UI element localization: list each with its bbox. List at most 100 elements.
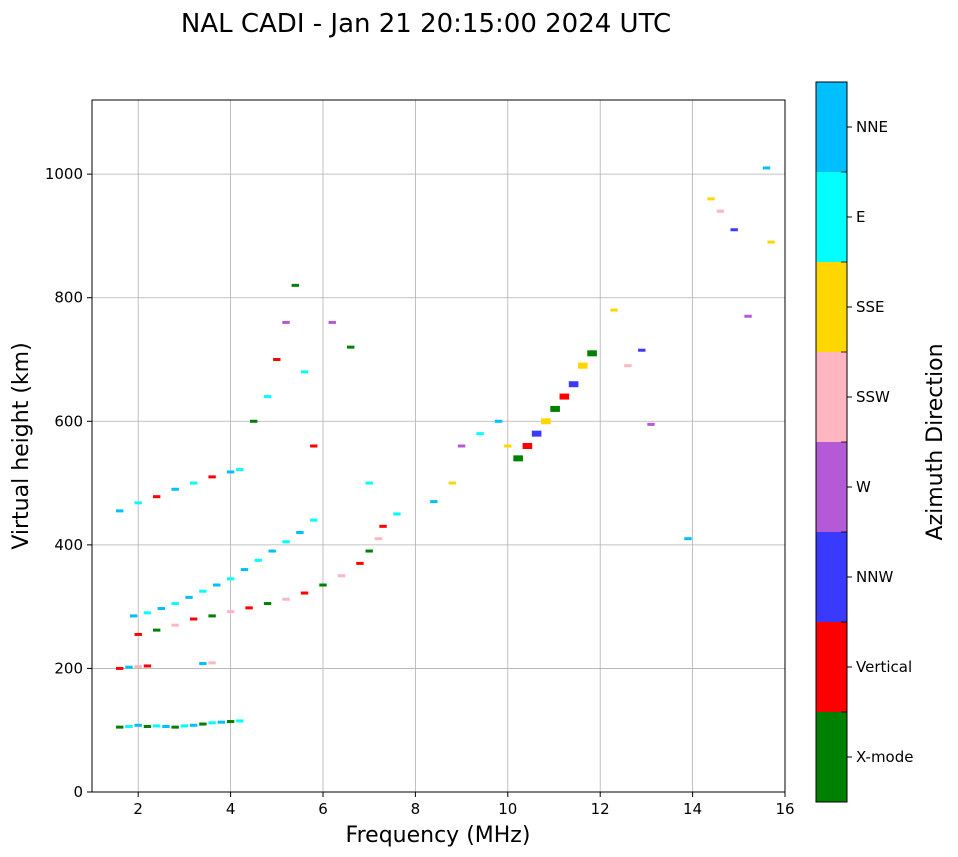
echo-point: [134, 501, 142, 505]
y-tick-label: 200: [54, 659, 83, 677]
echo-point: [365, 481, 373, 485]
echo-point: [365, 549, 373, 553]
echo-point: [143, 725, 152, 729]
colorbar-tick-label: NNW: [856, 568, 893, 586]
echo-point: [296, 531, 304, 534]
colorbar-segment: [816, 262, 847, 352]
echo-point: [199, 589, 207, 593]
echo-point: [236, 467, 244, 471]
colorbar-segment: [816, 352, 847, 442]
echo-point: [134, 632, 142, 636]
echo-point: [263, 602, 272, 606]
echo-point: [337, 574, 346, 578]
echo-point: [744, 314, 752, 318]
colorbar-tick-label: X-mode: [856, 748, 913, 766]
echo-point: [393, 512, 401, 516]
y-tick-label: 800: [54, 289, 83, 307]
echo-point: [273, 358, 281, 361]
echo-point: [116, 666, 124, 670]
plot-frame: [91, 99, 786, 793]
echo-point: [157, 606, 165, 610]
echo-point: [310, 518, 318, 522]
echo-point: [208, 614, 216, 618]
colorbar-segment: [816, 82, 847, 172]
echo-point: [134, 665, 142, 669]
echo-point: [245, 606, 253, 610]
chart-title: NAL CADI - Jan 21 20:15:00 2024 UTC: [181, 9, 671, 39]
echo-point: [208, 721, 216, 725]
echo-point: [494, 419, 503, 423]
colorbar-frame: [815, 81, 848, 803]
echo-point: [762, 166, 771, 170]
echo-point: [430, 500, 438, 504]
echo-point: [152, 724, 161, 728]
echo-point: [730, 228, 738, 232]
x-tick-label: 16: [775, 800, 794, 818]
echo-point: [310, 444, 318, 448]
x-tick-label: 14: [683, 800, 702, 818]
x-tick-label: 6: [318, 800, 328, 818]
colorbar-segment: [816, 172, 847, 262]
echo-point: [379, 524, 387, 528]
echo-point: [152, 495, 161, 499]
echo-point: [587, 350, 597, 357]
echo-point: [448, 481, 457, 485]
echo-point: [208, 661, 216, 665]
plot-background: [92, 100, 785, 792]
echo-point: [152, 628, 161, 632]
echo-point: [199, 722, 207, 726]
echo-point: [143, 611, 152, 615]
echo-point: [716, 209, 725, 213]
echo-point: [522, 443, 533, 449]
echo-point: [282, 540, 290, 544]
echo-point: [208, 475, 216, 479]
echo-point: [638, 348, 646, 352]
echo-point: [226, 610, 235, 614]
y-tick-label: 600: [54, 412, 83, 430]
echo-point: [374, 537, 383, 541]
echo-point: [143, 664, 152, 668]
colorbar-tick-label: W: [856, 478, 871, 496]
echo-point: [282, 320, 290, 324]
echo-point: [291, 283, 299, 287]
colorbar: X-mode Vertical NNW W SSW SSE E NNE: [815, 81, 913, 803]
echo-point: [268, 549, 276, 553]
echo-point: [171, 623, 179, 627]
colorbar-segment: [816, 442, 847, 532]
echo-point: [236, 719, 244, 723]
echo-point: [541, 418, 551, 425]
echo-point: [217, 720, 226, 724]
echo-point: [125, 725, 133, 729]
echo-point: [116, 725, 124, 729]
colorbar-segment: [816, 622, 847, 712]
echo-point: [171, 487, 179, 491]
echo-point: [185, 595, 193, 599]
echo-point: [171, 602, 179, 606]
echo-point: [263, 395, 272, 399]
echo-point: [328, 320, 336, 324]
echo-point: [707, 197, 715, 201]
x-tick-label: 2: [133, 800, 143, 818]
echo-point: [647, 422, 655, 426]
echo-point: [189, 723, 198, 727]
echo-point: [162, 725, 170, 729]
colorbar-tick-label: NNE: [856, 118, 888, 136]
echo-point: [624, 364, 632, 368]
y-tick-label: 1000: [45, 165, 83, 183]
echo-point: [504, 444, 512, 448]
x-tick-label: 10: [498, 800, 517, 818]
echo-point: [550, 405, 560, 412]
y-axis-label: Virtual height (km): [9, 342, 34, 549]
echo-point: [180, 724, 189, 728]
colorbar-tick-label: SSW: [856, 388, 890, 406]
echo-point: [684, 537, 692, 541]
echo-point: [129, 614, 138, 618]
echo-point: [240, 568, 249, 572]
echo-point: [457, 444, 466, 448]
echo-point: [125, 665, 133, 669]
y-tick-label: 400: [54, 536, 83, 554]
x-axis: 2 4 6 8 10 12 14 16: [133, 792, 795, 818]
echo-point: [319, 583, 327, 587]
colorbar-tick-label: SSE: [856, 298, 885, 316]
